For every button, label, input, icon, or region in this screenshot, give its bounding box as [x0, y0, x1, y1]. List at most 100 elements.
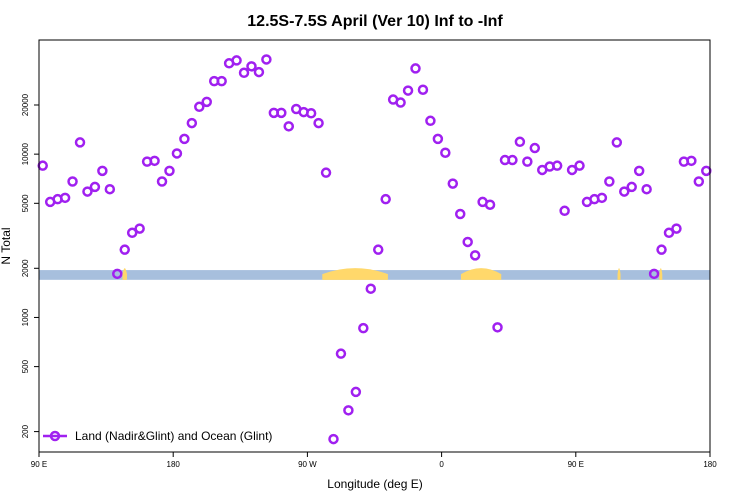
data-point — [671, 223, 682, 234]
x-tick-label: 0 — [439, 460, 444, 469]
data-point — [633, 165, 645, 177]
x-tick-label: 90 E — [568, 460, 584, 469]
data-point — [350, 386, 362, 398]
chart-title: 12.5S-7.5S April (Ver 10) Inf to -Inf — [247, 13, 503, 30]
y-tick-label: 500 — [21, 359, 30, 373]
data-point — [395, 97, 406, 108]
data-point — [126, 227, 138, 239]
data-point — [328, 433, 339, 445]
data-point — [261, 54, 272, 65]
data-point — [648, 268, 660, 280]
data-point — [469, 250, 481, 261]
land-segment — [659, 268, 663, 280]
data-point — [402, 85, 414, 96]
data-point — [454, 208, 466, 220]
data-point — [447, 178, 459, 189]
x-tick-label: 90 E — [31, 460, 47, 469]
data-point — [484, 199, 496, 210]
x-tick-label: 90 W — [298, 460, 317, 469]
data-point — [276, 107, 287, 119]
data-point — [238, 67, 250, 79]
data-point — [596, 192, 608, 204]
data-point — [164, 165, 175, 177]
land-segment — [322, 268, 388, 280]
data-point — [619, 186, 630, 197]
data-point — [410, 63, 421, 74]
data-point — [417, 84, 429, 95]
x-tick-label: 180 — [167, 460, 181, 469]
land-segment — [617, 268, 621, 280]
plot-frame — [38, 39, 711, 453]
data-point — [559, 205, 570, 217]
data-point — [253, 66, 265, 78]
y-tick-label: 200 — [21, 424, 30, 438]
data-point — [492, 322, 503, 333]
data-point — [701, 165, 712, 177]
data-point — [641, 183, 652, 195]
data-point — [186, 117, 198, 129]
data-point — [507, 154, 518, 166]
data-point — [313, 117, 324, 129]
data-point — [611, 137, 623, 148]
data-point — [522, 156, 533, 167]
land-segment — [460, 268, 502, 280]
data-point — [246, 61, 257, 72]
data-point — [112, 268, 123, 280]
data-point — [171, 148, 183, 159]
data-point — [380, 193, 391, 205]
data-point — [372, 244, 384, 255]
data-point — [194, 101, 205, 113]
data-point — [551, 160, 563, 171]
data-point — [305, 108, 317, 119]
data-point — [432, 133, 444, 145]
data-point — [59, 192, 71, 204]
data-points — [37, 54, 712, 445]
data-point — [134, 223, 145, 234]
data-point — [574, 160, 585, 171]
data-point — [37, 160, 48, 171]
data-point — [425, 115, 436, 127]
data-point — [626, 181, 637, 193]
data-point — [179, 133, 190, 145]
legend-entry-label: Land (Nadir&Glint) and Ocean (Glint) — [75, 429, 272, 443]
data-point — [365, 283, 377, 294]
data-point — [320, 167, 332, 178]
data-point — [358, 322, 369, 334]
data-point — [119, 244, 130, 255]
surface-band — [39, 268, 710, 280]
y-tick-label: 1000 — [21, 308, 30, 326]
data-point — [156, 176, 168, 187]
data-point — [343, 405, 354, 416]
y-axis-label: N Total — [0, 227, 13, 264]
legend-marker-swatch — [49, 430, 61, 442]
data-point — [104, 183, 116, 195]
data-point — [216, 75, 227, 87]
land-segment — [122, 268, 127, 280]
y-tick-label: 20000 — [21, 93, 30, 116]
y-tick-label: 10000 — [21, 142, 30, 165]
x-tick-label: 180 — [703, 460, 717, 469]
data-point — [566, 164, 578, 176]
data-point — [462, 236, 473, 248]
data-point — [440, 147, 451, 158]
legend: Land (Nadir&Glint) and Ocean (Glint) — [43, 429, 272, 443]
y-axis: 200 500 1000 2000 5000 10000 20000 — [21, 93, 39, 438]
data-point — [97, 165, 108, 177]
data-point — [335, 348, 347, 359]
y-tick-label: 2000 — [21, 259, 30, 277]
data-point — [693, 176, 705, 187]
data-point — [231, 55, 242, 66]
y-tick-label: 5000 — [21, 194, 30, 212]
data-point — [82, 186, 93, 197]
data-point — [89, 181, 101, 193]
data-point — [149, 155, 160, 167]
data-point — [663, 227, 675, 239]
data-point — [604, 176, 615, 187]
data-point — [74, 137, 86, 148]
data-point — [283, 121, 295, 132]
data-point — [201, 96, 212, 108]
data-point — [67, 176, 78, 187]
x-axis: 90 E 180 90 W 0 90 E 180 — [31, 452, 717, 469]
x-axis-label: Longitude (deg E) — [327, 477, 422, 491]
